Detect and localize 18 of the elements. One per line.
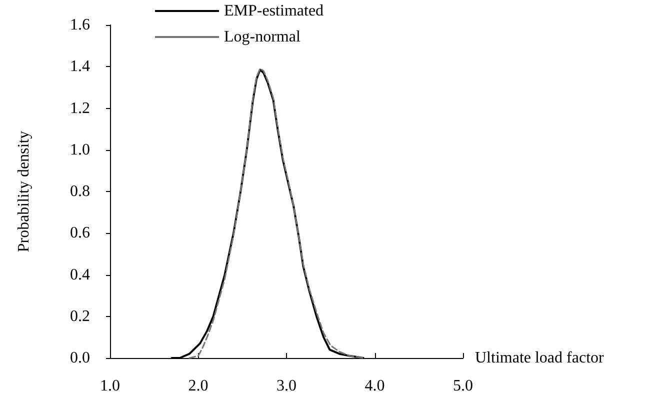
y-axis-title: Probability density xyxy=(16,130,32,252)
x-axis-title: Ultimate load factor xyxy=(475,350,605,366)
y-tick-label: 0.0 xyxy=(70,350,90,366)
x-tick-label: 3.0 xyxy=(276,378,296,394)
x-tick-label: 5.0 xyxy=(453,378,473,394)
y-tick-label: 0.2 xyxy=(70,308,90,325)
y-tick-label: 1.4 xyxy=(70,58,90,76)
y-tick-label: 0.4 xyxy=(70,266,90,284)
legend-label: EMP-estimated xyxy=(224,2,324,20)
x-tick-label: 1.0 xyxy=(100,378,120,394)
x-tick-label: 4.0 xyxy=(364,378,385,394)
y-tick-label: 0.6 xyxy=(70,224,90,242)
y-tick-label: 0.8 xyxy=(70,183,90,200)
legend-label: Log-normal xyxy=(224,28,301,46)
y-tick-label: 1.0 xyxy=(70,141,90,158)
x-tick-label: 2.0 xyxy=(188,378,208,394)
y-tick-label: 1.2 xyxy=(70,100,90,117)
y-tick-label: 1.6 xyxy=(70,16,90,34)
